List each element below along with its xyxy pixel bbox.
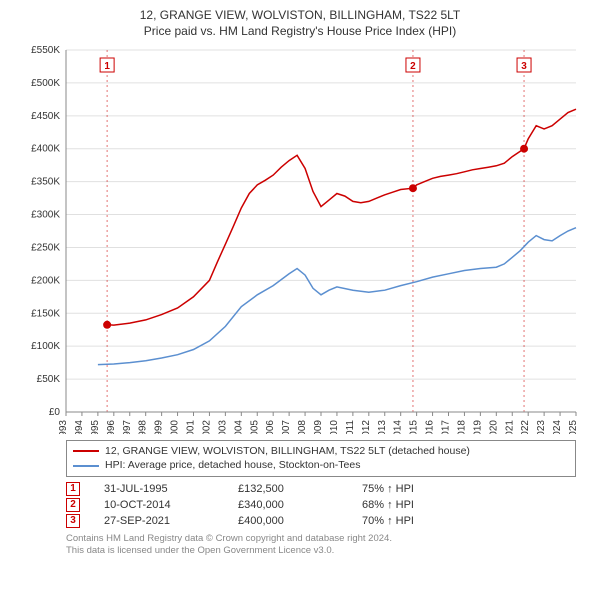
svg-text:£0: £0 [49, 407, 61, 418]
svg-text:1999: 1999 [154, 419, 165, 433]
svg-text:3: 3 [521, 61, 527, 72]
chart-container: 12, GRANGE VIEW, WOLVISTON, BILLINGHAM, … [0, 0, 600, 590]
svg-text:2001: 2001 [186, 419, 197, 433]
chart-title: 12, GRANGE VIEW, WOLVISTON, BILLINGHAM, … [12, 8, 588, 24]
events-table: 1 31-JUL-1995 £132,500 75% ↑ HPI 2 10-OC… [66, 481, 576, 529]
svg-text:1998: 1998 [138, 419, 149, 433]
svg-text:£500K: £500K [31, 78, 60, 89]
footnote-line2: This data is licensed under the Open Gov… [66, 545, 588, 557]
svg-text:2022: 2022 [520, 419, 531, 433]
svg-text:£350K: £350K [31, 176, 60, 187]
event-marker-2: 2 [66, 498, 80, 512]
svg-text:2010: 2010 [329, 419, 340, 433]
svg-text:2004: 2004 [233, 419, 244, 433]
event-price: £340,000 [238, 499, 338, 511]
svg-text:2024: 2024 [552, 419, 563, 433]
svg-text:£400K: £400K [31, 143, 60, 154]
svg-text:2014: 2014 [393, 419, 404, 433]
svg-text:£300K: £300K [31, 209, 60, 220]
svg-text:2: 2 [410, 61, 416, 72]
svg-text:2013: 2013 [377, 419, 388, 433]
event-date: 10-OCT-2014 [104, 499, 214, 511]
svg-text:2009: 2009 [313, 419, 324, 433]
svg-text:£450K: £450K [31, 110, 60, 121]
svg-text:2025: 2025 [568, 419, 579, 433]
svg-text:£200K: £200K [31, 275, 60, 286]
legend-label-property: 12, GRANGE VIEW, WOLVISTON, BILLINGHAM, … [105, 444, 470, 459]
svg-text:2021: 2021 [504, 419, 515, 433]
event-delta: 70% ↑ HPI [362, 515, 414, 527]
event-date: 31-JUL-1995 [104, 483, 214, 495]
event-row: 2 10-OCT-2014 £340,000 68% ↑ HPI [66, 497, 576, 513]
svg-text:2019: 2019 [472, 419, 483, 433]
svg-text:£100K: £100K [31, 341, 60, 352]
svg-text:£150K: £150K [31, 308, 60, 319]
svg-text:1996: 1996 [106, 419, 117, 433]
event-row: 3 27-SEP-2021 £400,000 70% ↑ HPI [66, 513, 576, 529]
svg-text:£550K: £550K [31, 45, 60, 56]
footnote-line1: Contains HM Land Registry data © Crown c… [66, 533, 588, 545]
event-price: £132,500 [238, 483, 338, 495]
line-chart: £0 £50K £100K £150K £200K £250K £300K £350K £400… [12, 44, 588, 434]
svg-text:1: 1 [104, 61, 110, 72]
event-marker-1: 1 [66, 482, 80, 496]
legend-label-hpi: HPI: Average price, detached house, Stoc… [105, 458, 360, 473]
svg-text:2015: 2015 [409, 419, 420, 433]
svg-text:2016: 2016 [425, 419, 436, 433]
svg-text:£50K: £50K [37, 374, 61, 385]
svg-text:2023: 2023 [536, 419, 547, 433]
svg-text:2002: 2002 [201, 419, 212, 433]
svg-text:2007: 2007 [281, 419, 292, 433]
svg-text:2017: 2017 [441, 419, 452, 433]
svg-text:2020: 2020 [488, 419, 499, 433]
svg-text:2011: 2011 [345, 419, 356, 433]
footnote: Contains HM Land Registry data © Crown c… [66, 533, 588, 558]
svg-text:2005: 2005 [249, 419, 260, 433]
chart-subtitle: Price paid vs. HM Land Registry's House … [12, 24, 588, 38]
event-row: 1 31-JUL-1995 £132,500 75% ↑ HPI [66, 481, 576, 497]
svg-text:2008: 2008 [297, 419, 308, 433]
svg-text:1993: 1993 [58, 419, 69, 433]
legend-swatch-hpi [73, 465, 99, 467]
legend: 12, GRANGE VIEW, WOLVISTON, BILLINGHAM, … [66, 440, 576, 477]
svg-text:£250K: £250K [31, 242, 60, 253]
event-delta: 68% ↑ HPI [362, 499, 414, 511]
legend-row-hpi: HPI: Average price, detached house, Stoc… [73, 458, 569, 473]
svg-text:2003: 2003 [217, 419, 228, 433]
svg-text:1995: 1995 [90, 419, 101, 433]
event-delta: 75% ↑ HPI [362, 483, 414, 495]
legend-swatch-property [73, 450, 99, 452]
svg-text:1994: 1994 [74, 419, 85, 433]
svg-text:2018: 2018 [456, 419, 467, 433]
event-marker-3: 3 [66, 514, 80, 528]
legend-row-property: 12, GRANGE VIEW, WOLVISTON, BILLINGHAM, … [73, 444, 569, 459]
svg-text:1997: 1997 [122, 419, 133, 433]
event-price: £400,000 [238, 515, 338, 527]
chart-svg: £0 £50K £100K £150K £200K £250K £300K £350K £400… [12, 44, 588, 434]
event-date: 27-SEP-2021 [104, 515, 214, 527]
svg-text:2006: 2006 [265, 419, 276, 433]
svg-text:2012: 2012 [361, 419, 372, 433]
svg-text:2000: 2000 [170, 419, 181, 433]
